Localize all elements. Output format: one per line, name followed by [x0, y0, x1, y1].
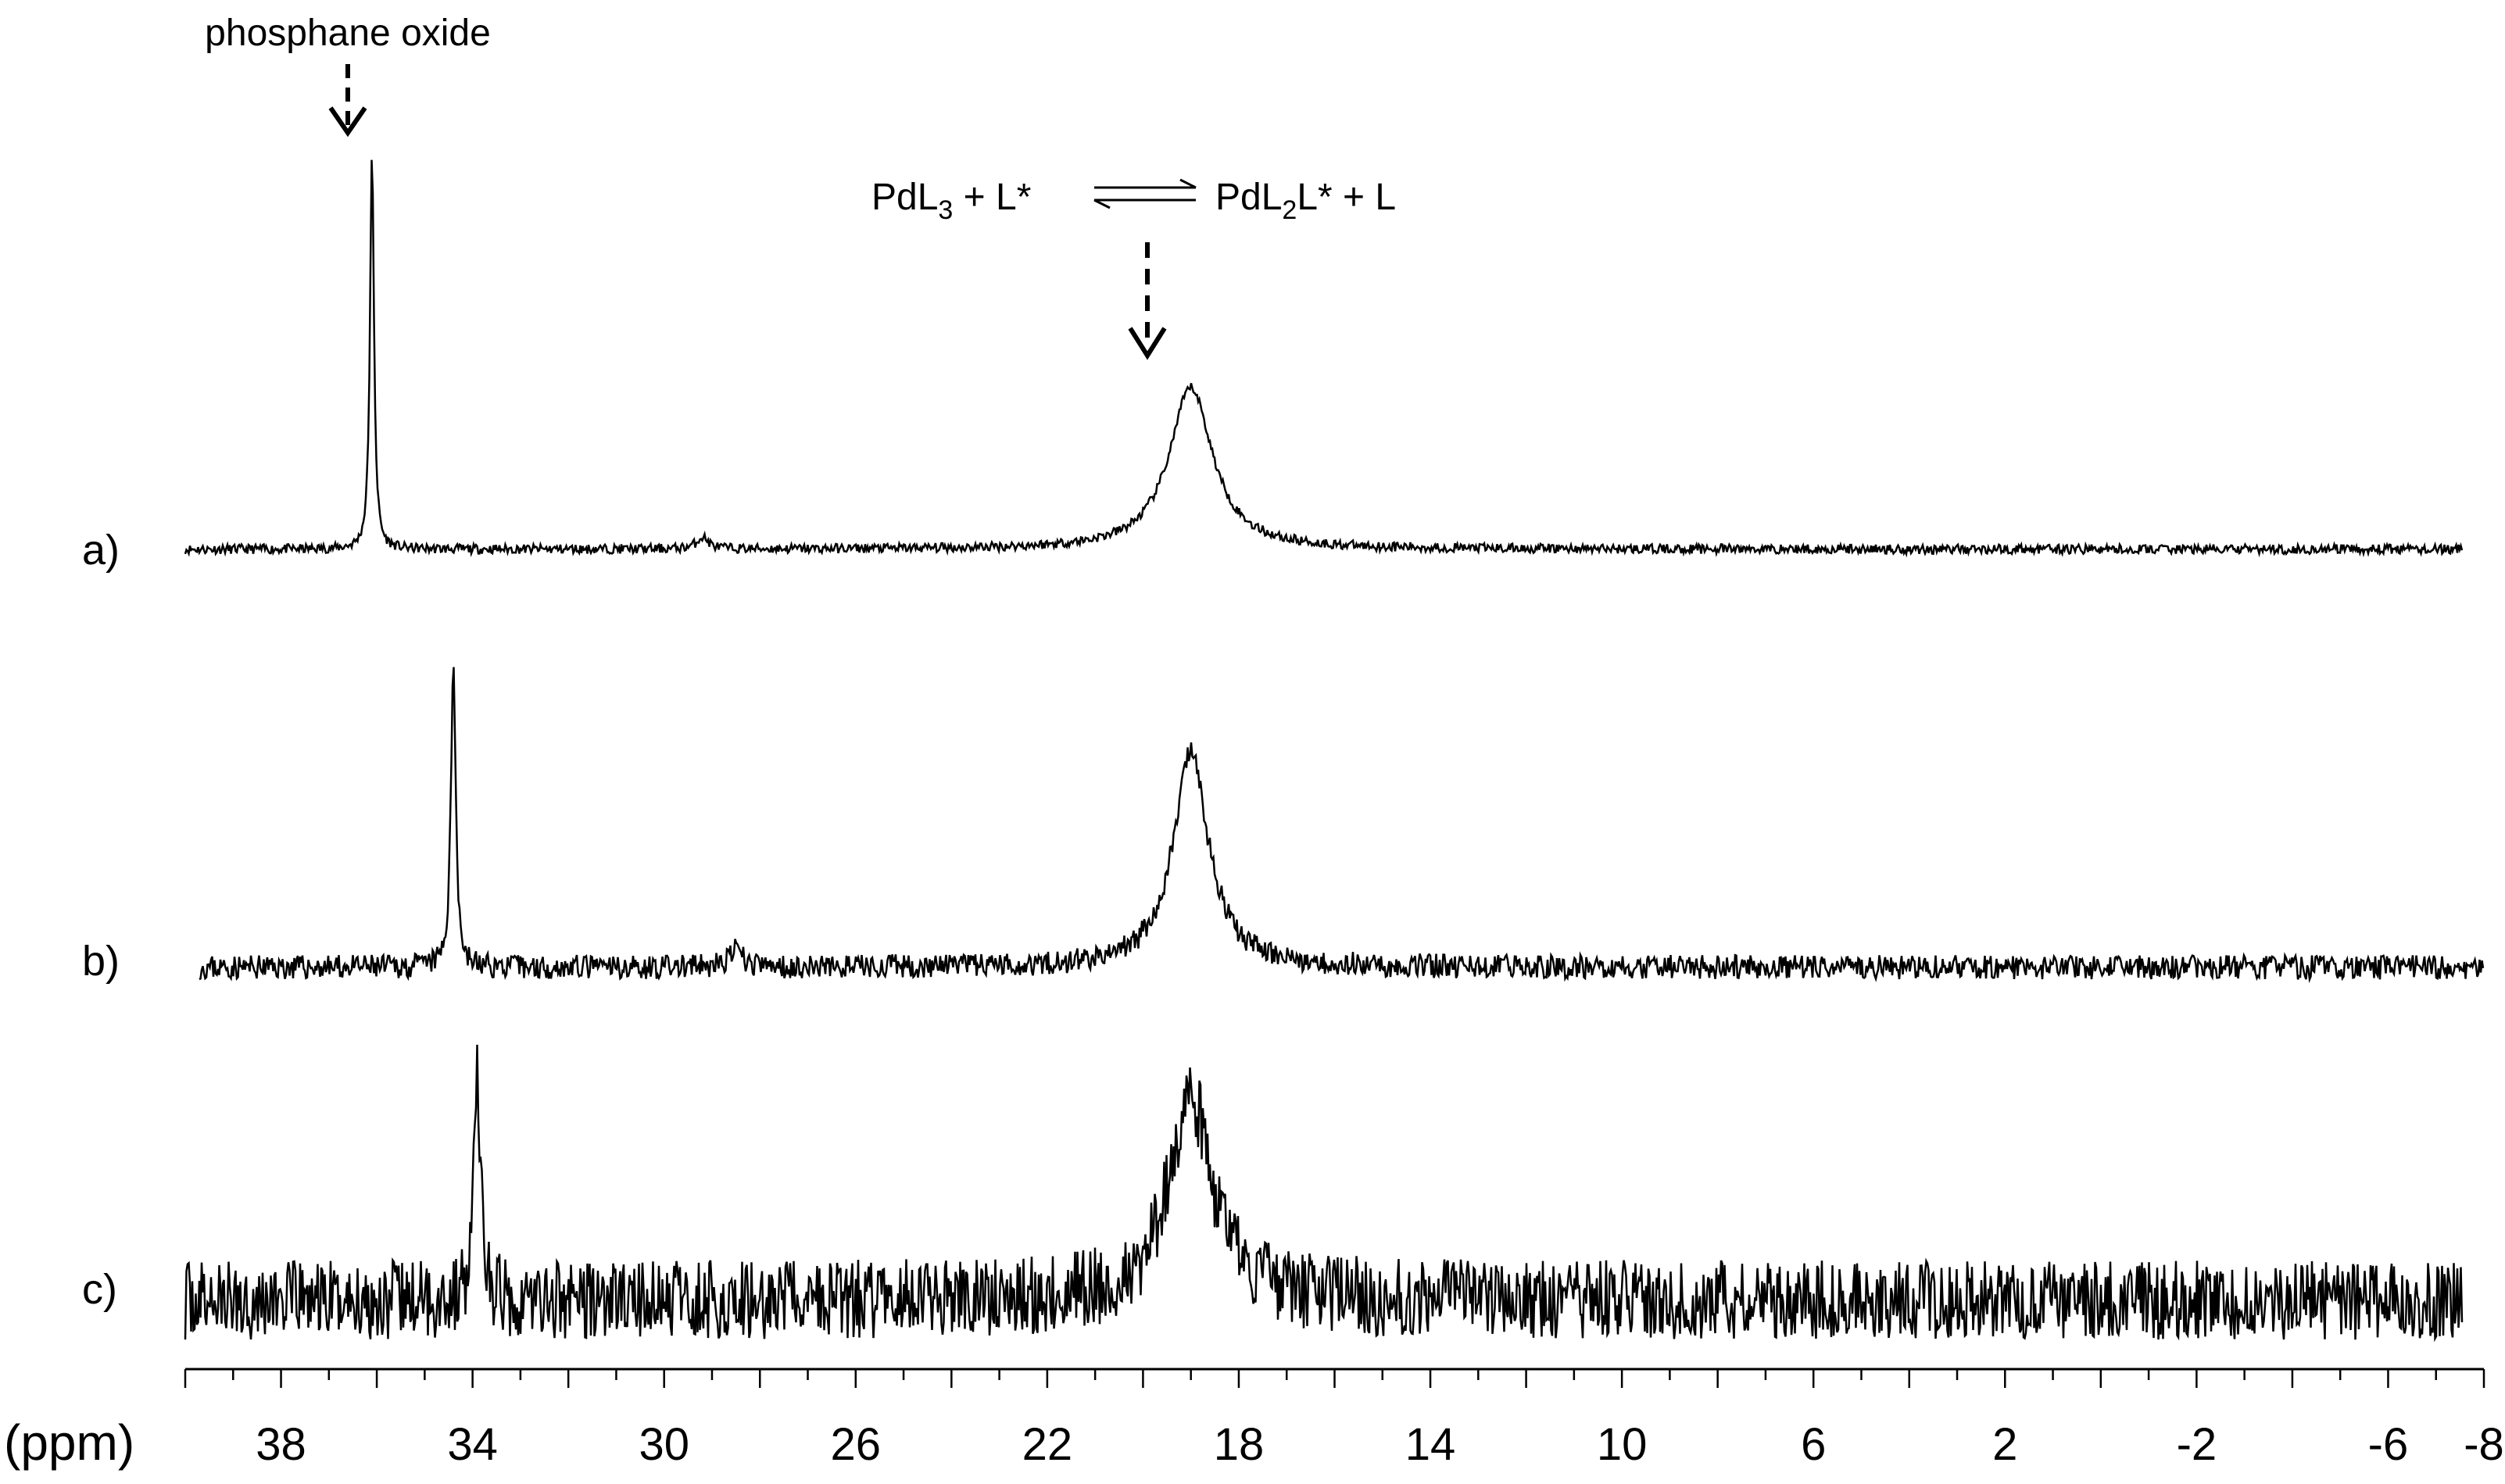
x-tick-label: 14 — [1405, 1419, 1456, 1470]
x-tick-label: -2 — [2177, 1419, 2217, 1470]
spectrum-c-trace — [184, 1044, 2464, 1343]
x-tick-label: 22 — [1022, 1419, 1073, 1470]
x-tick-label: 2 — [1992, 1419, 2017, 1470]
spectrum-a-trace — [184, 159, 2464, 558]
phosphane-oxide-arrow-head — [328, 106, 367, 138]
equilibrium-arrow-head — [1128, 327, 1167, 360]
x-tick-label: 18 — [1214, 1419, 1265, 1470]
x-tick-label: 26 — [831, 1419, 882, 1470]
x-tick-label: -8 — [2464, 1419, 2504, 1470]
x-axis-label: (ppm) — [4, 1414, 134, 1471]
x-tick-label: 34 — [447, 1419, 498, 1470]
spectrum-a-label: a) — [82, 527, 120, 574]
spectrum-c-label: c) — [82, 1266, 117, 1313]
x-axis-ticks — [184, 1369, 2485, 1388]
equilibrium-left: PdL3 + L* — [871, 177, 1031, 225]
x-tick-label: 30 — [639, 1419, 689, 1470]
x-axis-tick-labels: 38 34 30 26 22 18 14 10 6 2 -2 -6 -8 — [256, 1419, 2504, 1470]
phosphane-oxide-label: phosphane oxide — [205, 13, 491, 54]
spectrum-b-trace — [199, 667, 2485, 984]
equilibrium-arrows — [1093, 178, 1197, 209]
x-tick-label: 6 — [1801, 1419, 1826, 1470]
x-tick-label: 38 — [256, 1419, 306, 1470]
equilibrium-equation: PdL3 + L* PdL2L* + L — [871, 177, 1396, 225]
x-tick-label: 10 — [1597, 1419, 1648, 1470]
equilibrium-right: PdL2L* + L — [1215, 177, 1396, 225]
x-tick-label: -6 — [2368, 1419, 2409, 1470]
spectrum-b-label: b) — [82, 938, 120, 985]
